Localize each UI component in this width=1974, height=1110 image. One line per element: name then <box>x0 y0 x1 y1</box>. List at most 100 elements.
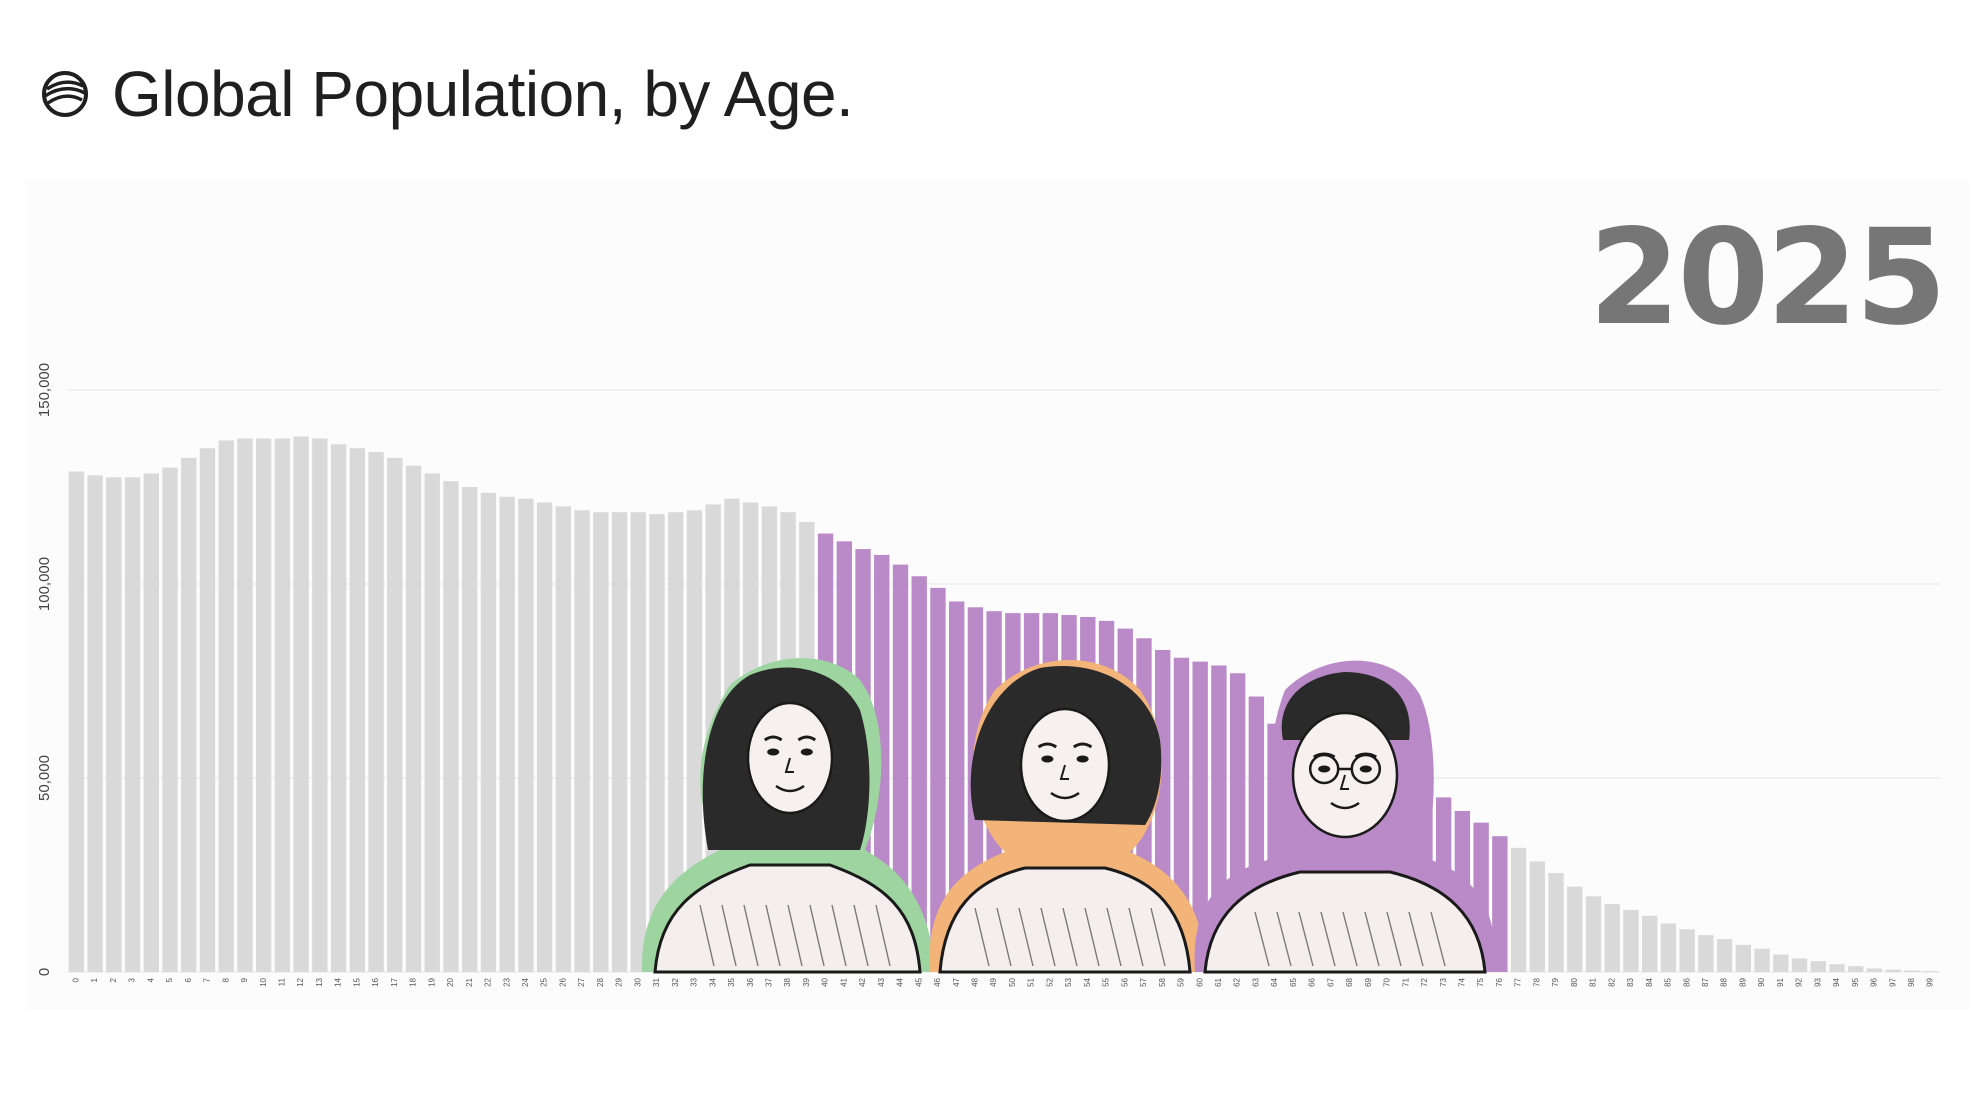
x-tick-label: 3 <box>128 977 137 982</box>
y-tick-label: 0 <box>36 968 53 976</box>
x-tick-label: 84 <box>1645 977 1654 986</box>
bar <box>911 576 927 972</box>
x-tick-label: 57 <box>1139 977 1148 986</box>
bar <box>274 438 291 972</box>
year-label: 2025 <box>1588 201 1947 355</box>
bar <box>462 487 478 972</box>
bar <box>181 457 197 972</box>
x-tick-label: 67 <box>1326 977 1335 986</box>
bar <box>1660 923 1677 972</box>
x-tick-label: 51 <box>1027 977 1036 986</box>
x-tick-label: 35 <box>727 977 736 986</box>
x-tick-label: 54 <box>1083 977 1092 986</box>
x-tick-label: 77 <box>1514 977 1523 986</box>
bar <box>1642 915 1658 972</box>
bar <box>1679 929 1695 972</box>
bar <box>668 512 684 972</box>
bar <box>1735 944 1752 972</box>
bar <box>518 498 534 972</box>
x-tick-label: 93 <box>1813 977 1822 986</box>
globe-icon <box>42 71 88 117</box>
bar <box>1567 886 1583 972</box>
x-tick-label: 50 <box>1008 977 1017 986</box>
x-tick-label: 96 <box>1870 977 1879 986</box>
x-tick-label: 61 <box>1214 977 1223 986</box>
x-tick-label: 66 <box>1308 977 1317 986</box>
bar <box>1548 873 1564 972</box>
x-tick-label: 1 <box>90 977 99 982</box>
x-tick-label: 62 <box>1233 977 1242 986</box>
x-tick-label: 34 <box>708 977 717 986</box>
bar <box>555 506 572 972</box>
x-tick-label: 46 <box>933 977 942 986</box>
bar <box>443 481 459 972</box>
x-tick-label: 60 <box>1195 977 1204 986</box>
x-tick-label: 29 <box>615 977 624 986</box>
x-tick-label: 83 <box>1626 977 1635 986</box>
x-tick-label: 64 <box>1270 977 1279 986</box>
bar <box>1716 939 1733 972</box>
bar <box>387 457 403 972</box>
x-tick-label: 53 <box>1064 977 1073 986</box>
bar <box>1492 836 1508 972</box>
bar <box>1885 969 1901 972</box>
bar <box>536 502 553 972</box>
x-tick-label: 21 <box>465 977 474 986</box>
x-tick-label: 90 <box>1757 977 1766 986</box>
bar <box>1922 971 1939 972</box>
chart-area: 0 50,000 100,000 150,000 0 1 2 3 4 5 6 7 8 9 10 11 12 13 1… <box>25 180 1970 1010</box>
bar <box>68 471 85 972</box>
x-tick-label: 16 <box>371 977 380 986</box>
x-tick-label: 25 <box>540 977 549 986</box>
x-tick-label: 31 <box>652 977 661 986</box>
x-tick-label: 0 <box>71 977 80 982</box>
x-tick-label: 42 <box>858 977 867 986</box>
bar <box>424 473 440 972</box>
x-tick-label: 4 <box>146 977 155 982</box>
x-tick-label: 47 <box>952 977 961 986</box>
x-tick-label: 68 <box>1345 977 1354 986</box>
x-tick-label: 89 <box>1738 977 1747 986</box>
bar <box>1810 961 1826 972</box>
x-tick-label: 13 <box>315 977 324 986</box>
bar <box>143 473 159 972</box>
x-tick-label: 92 <box>1795 977 1804 986</box>
x-tick-label: 5 <box>165 977 174 982</box>
bar <box>1623 909 1639 972</box>
bar <box>1585 896 1602 972</box>
x-tick-label: 82 <box>1607 977 1616 986</box>
x-tick-label: 24 <box>521 977 530 986</box>
x-tick-label: 14 <box>334 977 343 986</box>
x-tick-label: 22 <box>484 977 493 986</box>
bar <box>199 448 216 972</box>
x-tick-label: 12 <box>296 977 305 986</box>
x-tick-label: 80 <box>1570 977 1579 986</box>
x-tick-label: 95 <box>1851 977 1860 986</box>
bar <box>1529 861 1545 972</box>
bar <box>574 510 590 972</box>
x-tick-label: 86 <box>1682 977 1691 986</box>
bar <box>405 465 422 972</box>
x-tick-label: 15 <box>352 977 361 986</box>
x-tick-label: 6 <box>184 977 193 982</box>
x-tick-label: 17 <box>390 977 399 986</box>
x-tick-label: 87 <box>1701 977 1710 986</box>
x-tick-label: 45 <box>914 977 923 986</box>
x-tick-label: 79 <box>1551 977 1560 986</box>
older-man-portrait <box>1194 660 1496 974</box>
x-tick-label: 26 <box>558 977 567 986</box>
x-tick-label: 11 <box>278 977 287 986</box>
bar <box>124 477 141 972</box>
x-tick-label: 98 <box>1907 977 1916 986</box>
x-tick-label: 97 <box>1888 977 1897 986</box>
middle-aged-woman-portrait <box>929 660 1205 974</box>
x-tick-label: 7 <box>203 977 212 982</box>
x-tick-label: 78 <box>1532 977 1541 986</box>
x-tick-label: 33 <box>690 977 699 986</box>
x-tick-label: 8 <box>221 977 230 982</box>
x-tick-label: 91 <box>1776 977 1785 986</box>
x-tick-label: 2 <box>109 977 118 982</box>
x-tick-label: 43 <box>877 977 886 986</box>
bar <box>349 448 365 972</box>
